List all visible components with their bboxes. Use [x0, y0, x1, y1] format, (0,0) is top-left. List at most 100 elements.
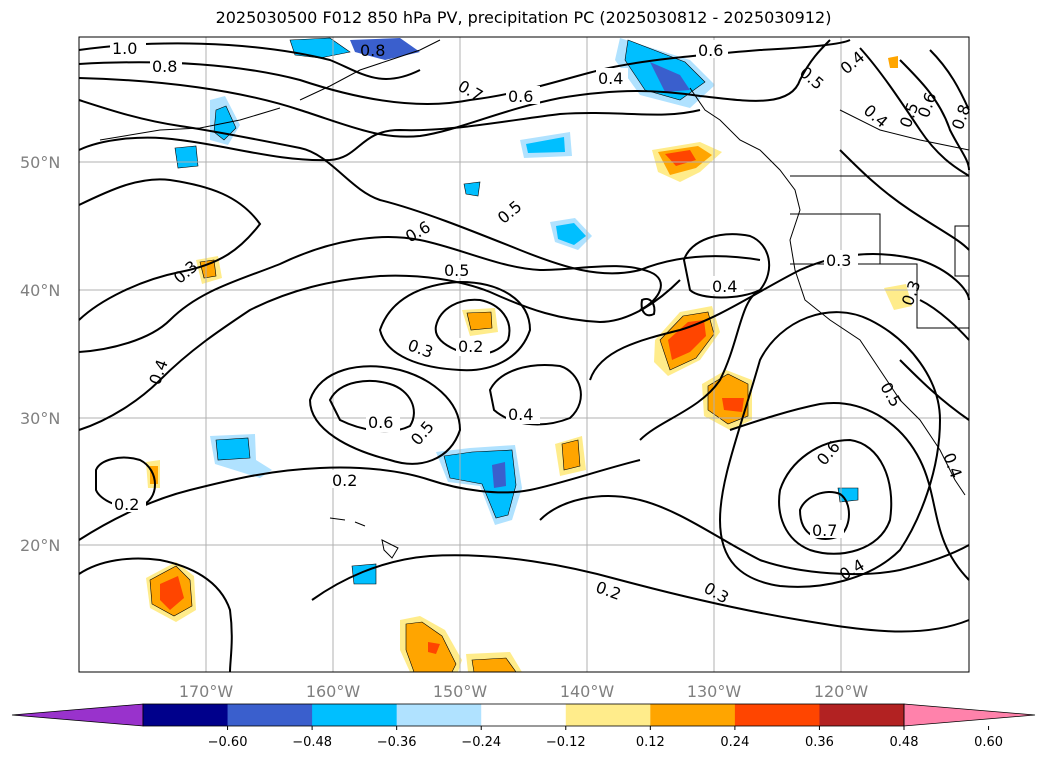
lon-label: 150°W [433, 682, 488, 701]
colorbar-cell [227, 704, 313, 726]
shade-blob [215, 437, 251, 461]
contour-line [78, 236, 662, 353]
contour-label: 0.4 [939, 450, 966, 480]
contour-line [639, 289, 761, 441]
shade-blob [174, 145, 199, 169]
colorbar: −0.60 −0.48 −0.36 −0.24 −0.12 0.12 0.24 0.36 0.4… [11, 703, 1036, 750]
label-bg [506, 406, 540, 424]
contour-line [95, 456, 156, 508]
colorbar-ticks: −0.60 −0.48 −0.36 −0.24 −0.12 0.12 0.24 0.36 0.4… [208, 726, 1003, 750]
shade-blob [492, 462, 506, 488]
shade-blob [466, 311, 493, 331]
lat-label: 40°N [20, 281, 60, 300]
colorbar-cells [143, 704, 905, 726]
lat-label: 50°N [20, 153, 60, 172]
colorbar-cell [819, 704, 905, 726]
contour-line [539, 495, 970, 576]
contour-label: 0.3 [826, 251, 851, 270]
contour-line [899, 59, 970, 171]
lon-label: 130°W [687, 682, 742, 701]
contour-label: 0.2 [458, 337, 483, 356]
colorbar-cell [650, 704, 736, 726]
shade-blob [668, 320, 706, 360]
colorbar-extend-left [11, 703, 144, 727]
colorbar-tick-label: 0.24 [720, 735, 749, 750]
colorbar-frame [142, 703, 905, 727]
shade-blob [837, 487, 859, 503]
contour-label: 0.5 [494, 197, 526, 228]
label-bg [824, 250, 858, 268]
shade-blob [199, 259, 217, 279]
contour-label: 0.4 [144, 365, 169, 384]
colorbar-cell [481, 704, 567, 726]
colorbar-cell [734, 704, 820, 726]
label-bg [366, 414, 400, 432]
shade-blob [350, 38, 420, 60]
label-bg [710, 276, 744, 294]
contour-label: 0.4 [860, 101, 892, 132]
contour-label: 0.6 [368, 413, 393, 432]
coastline-north-america [689, 87, 966, 496]
contour-line [78, 109, 701, 162]
label-bg [810, 520, 844, 538]
label-bg [112, 494, 146, 512]
precipitation-shading [146, 37, 912, 673]
contour-line [729, 402, 970, 581]
contour-label: 0.4 [598, 69, 623, 88]
shade-blob [888, 56, 898, 68]
label-bg [696, 40, 728, 58]
contour-line [859, 47, 970, 177]
contour-line [378, 280, 532, 372]
lon-labels: 170°W 160°W 150°W 140°W 130°W 120°W [179, 682, 869, 701]
shade-blob [561, 439, 581, 471]
pv-contours [78, 39, 970, 673]
lat-label: 30°N [20, 409, 60, 428]
contour-label: 0.5 [444, 261, 469, 280]
contour-label: 0.8 [360, 41, 385, 60]
contour-line [78, 39, 831, 138]
label-bg [596, 68, 628, 86]
contour-label: 0.3 [405, 335, 435, 362]
contour-line [78, 39, 851, 105]
colorbar-tick-label: 0.12 [636, 735, 665, 750]
lon-label: 120°W [814, 682, 869, 701]
label-bg [456, 338, 490, 356]
hawaii [329, 517, 399, 559]
colorbar-cell [143, 704, 229, 726]
lat-label: 20°N [20, 536, 60, 555]
contour-label: 0.6 [914, 90, 941, 120]
label-bg [330, 470, 364, 488]
contour-labels: 1.0 0.8 0.8 0.6 0.4 0.5 0.4 0.7 0.6 0.5 … [110, 38, 974, 607]
state-border [790, 263, 969, 329]
map-gridlines [79, 37, 969, 672]
contour-label: 1.0 [112, 39, 137, 58]
contour-line [589, 253, 970, 381]
island-chain [99, 107, 281, 141]
shade-blob [428, 642, 440, 654]
contour-line [682, 233, 770, 299]
contour-label: 0.2 [114, 495, 139, 514]
contour-label: 0.3 [898, 278, 925, 308]
colorbar-tick-label: −0.12 [546, 735, 586, 750]
contour-line [78, 178, 262, 321]
contour-line [78, 459, 641, 541]
colorbar-tick-label: −0.60 [208, 735, 248, 750]
contour-line [718, 311, 942, 588]
contour-label: 0.8 [948, 102, 975, 132]
contour-line [78, 99, 761, 275]
contour-line [929, 49, 970, 111]
lat-labels: 50°N 40°N 30°N 20°N [20, 153, 60, 555]
contour-label: 0.6 [813, 437, 844, 469]
contour-line [778, 438, 893, 555]
colorbar-tick-label: 0.36 [805, 735, 834, 750]
shade-blob [160, 576, 184, 610]
contour-label: 0.6 [698, 41, 723, 60]
shade-blob [289, 37, 351, 59]
contour-label: 0.5 [876, 379, 905, 411]
contour-label: 0.3 [701, 578, 733, 607]
colorbar-cell [312, 704, 398, 726]
colorbar-tick-label: −0.24 [461, 735, 501, 750]
shade-blob [722, 398, 744, 412]
state-border [839, 109, 970, 151]
label-bg [442, 260, 476, 278]
